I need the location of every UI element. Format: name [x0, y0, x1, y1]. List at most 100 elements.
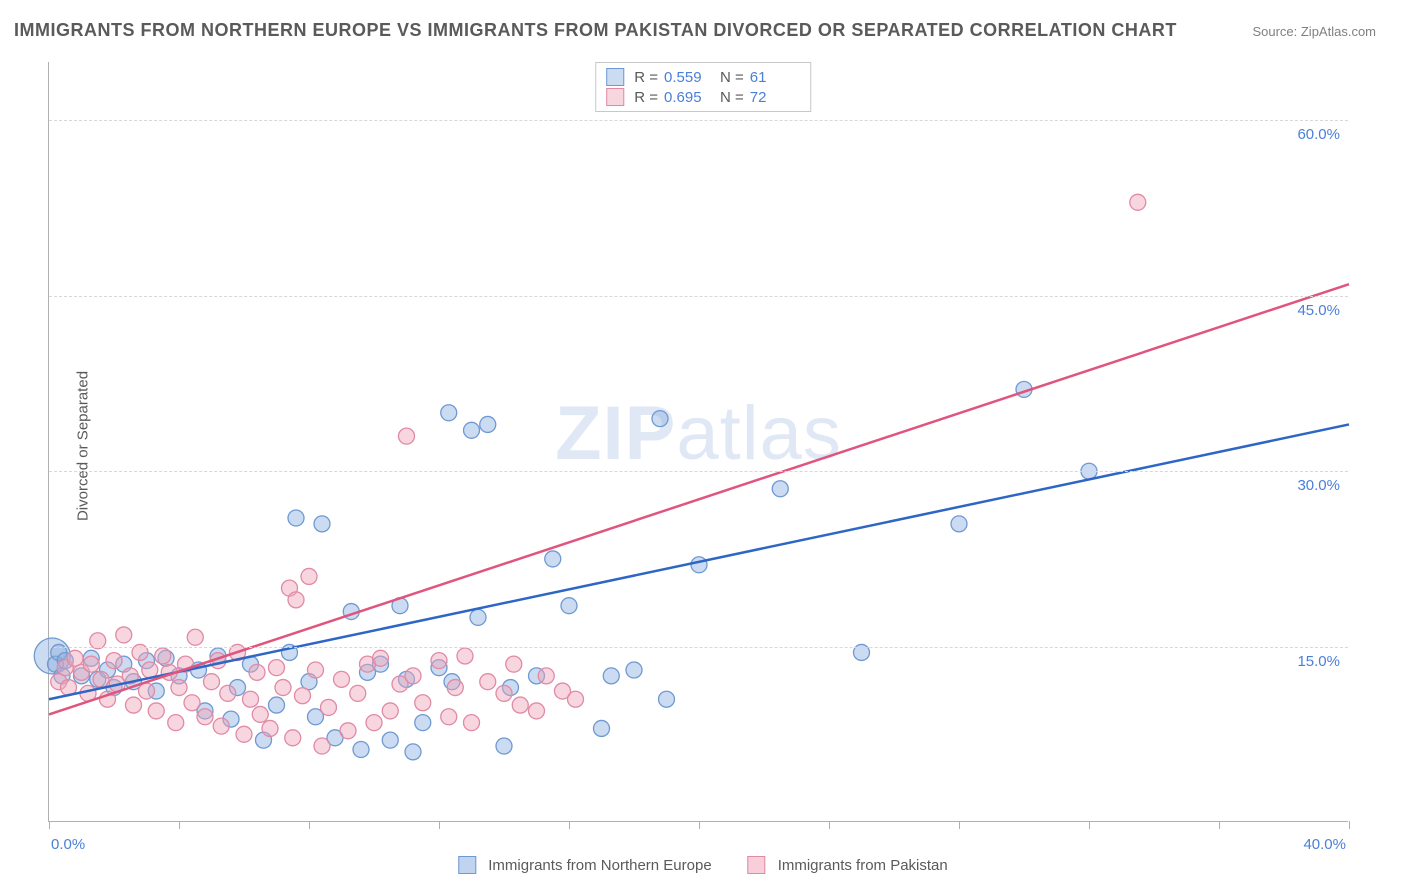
legend-bottom-label: Immigrants from Pakistan	[778, 857, 948, 874]
y-tick-label: 15.0%	[1297, 653, 1340, 670]
data-point	[334, 671, 350, 687]
data-point	[288, 510, 304, 526]
data-point	[441, 405, 457, 421]
data-point	[496, 685, 512, 701]
data-point	[243, 691, 259, 707]
data-point	[568, 691, 584, 707]
data-point	[139, 683, 155, 699]
data-point	[405, 744, 421, 760]
x-tick	[699, 821, 700, 829]
data-point	[415, 715, 431, 731]
legend-bottom: Immigrants from Northern Europe Immigrant…	[458, 856, 947, 874]
data-point	[1130, 194, 1146, 210]
x-tick	[1349, 821, 1350, 829]
data-point	[652, 411, 668, 427]
data-point	[285, 730, 301, 746]
data-point	[249, 664, 265, 680]
data-point	[457, 648, 473, 664]
x-tick	[959, 821, 960, 829]
data-point	[314, 738, 330, 754]
data-point	[295, 688, 311, 704]
x-tick	[1219, 821, 1220, 829]
data-point	[405, 668, 421, 684]
y-tick-label: 45.0%	[1297, 302, 1340, 319]
gridline	[49, 471, 1348, 472]
data-point	[415, 695, 431, 711]
legend-bottom-item: Immigrants from Pakistan	[748, 856, 948, 874]
data-point	[447, 680, 463, 696]
y-tick-label: 60.0%	[1297, 126, 1340, 143]
data-point	[321, 699, 337, 715]
legend-n-value: 72	[750, 89, 800, 106]
x-tick-label: 0.0%	[51, 836, 85, 853]
gridline	[49, 296, 1348, 297]
data-point	[545, 551, 561, 567]
data-point	[353, 742, 369, 758]
data-point	[275, 680, 291, 696]
data-point	[308, 662, 324, 678]
data-point	[561, 598, 577, 614]
legend-swatch	[458, 856, 476, 874]
legend-r-value: 0.559	[664, 69, 714, 86]
legend-r-label: R =	[634, 89, 658, 106]
legend-bottom-label: Immigrants from Northern Europe	[488, 857, 711, 874]
data-point	[262, 720, 278, 736]
data-point	[480, 674, 496, 690]
data-point	[464, 422, 480, 438]
data-point	[197, 709, 213, 725]
data-point	[382, 703, 398, 719]
data-point	[155, 648, 171, 664]
data-point	[184, 695, 200, 711]
data-point	[171, 680, 187, 696]
gridline	[49, 647, 1348, 648]
legend-top-row: R = 0.559 N = 61	[606, 67, 800, 87]
data-point	[594, 720, 610, 736]
data-point	[168, 715, 184, 731]
legend-n-label: N =	[720, 69, 744, 86]
data-point	[951, 516, 967, 532]
data-point	[529, 703, 545, 719]
x-tick	[439, 821, 440, 829]
chart-svg	[49, 62, 1348, 821]
legend-r-label: R =	[634, 69, 658, 86]
data-point	[269, 660, 285, 676]
data-point	[350, 685, 366, 701]
data-point	[464, 715, 480, 731]
data-point	[213, 718, 229, 734]
trend-line	[49, 424, 1349, 699]
legend-bottom-item: Immigrants from Northern Europe	[458, 856, 711, 874]
data-point	[126, 697, 142, 713]
x-tick	[309, 821, 310, 829]
data-point	[480, 416, 496, 432]
data-point	[148, 703, 164, 719]
data-point	[506, 656, 522, 672]
source-label: Source: ZipAtlas.com	[1252, 24, 1376, 39]
data-point	[236, 726, 252, 742]
x-tick	[829, 821, 830, 829]
data-point	[366, 715, 382, 731]
x-tick	[49, 821, 50, 829]
data-point	[603, 668, 619, 684]
legend-n-value: 61	[750, 69, 800, 86]
x-tick-label: 40.0%	[1303, 836, 1346, 853]
data-point	[399, 428, 415, 444]
data-point	[340, 723, 356, 739]
data-point	[220, 685, 236, 701]
legend-top: R =0.559N =61R =0.695N =72	[595, 62, 811, 112]
data-point	[93, 671, 109, 687]
trend-line	[49, 284, 1349, 714]
chart-title: IMMIGRANTS FROM NORTHERN EUROPE VS IMMIG…	[14, 20, 1177, 41]
data-point	[83, 656, 99, 672]
data-point	[116, 627, 132, 643]
legend-n-label: N =	[720, 89, 744, 106]
data-point	[288, 592, 304, 608]
data-point	[441, 709, 457, 725]
data-point	[659, 691, 675, 707]
data-point	[772, 481, 788, 497]
data-point	[626, 662, 642, 678]
data-point	[470, 609, 486, 625]
x-tick	[179, 821, 180, 829]
data-point	[373, 650, 389, 666]
data-point	[269, 697, 285, 713]
x-tick	[1089, 821, 1090, 829]
